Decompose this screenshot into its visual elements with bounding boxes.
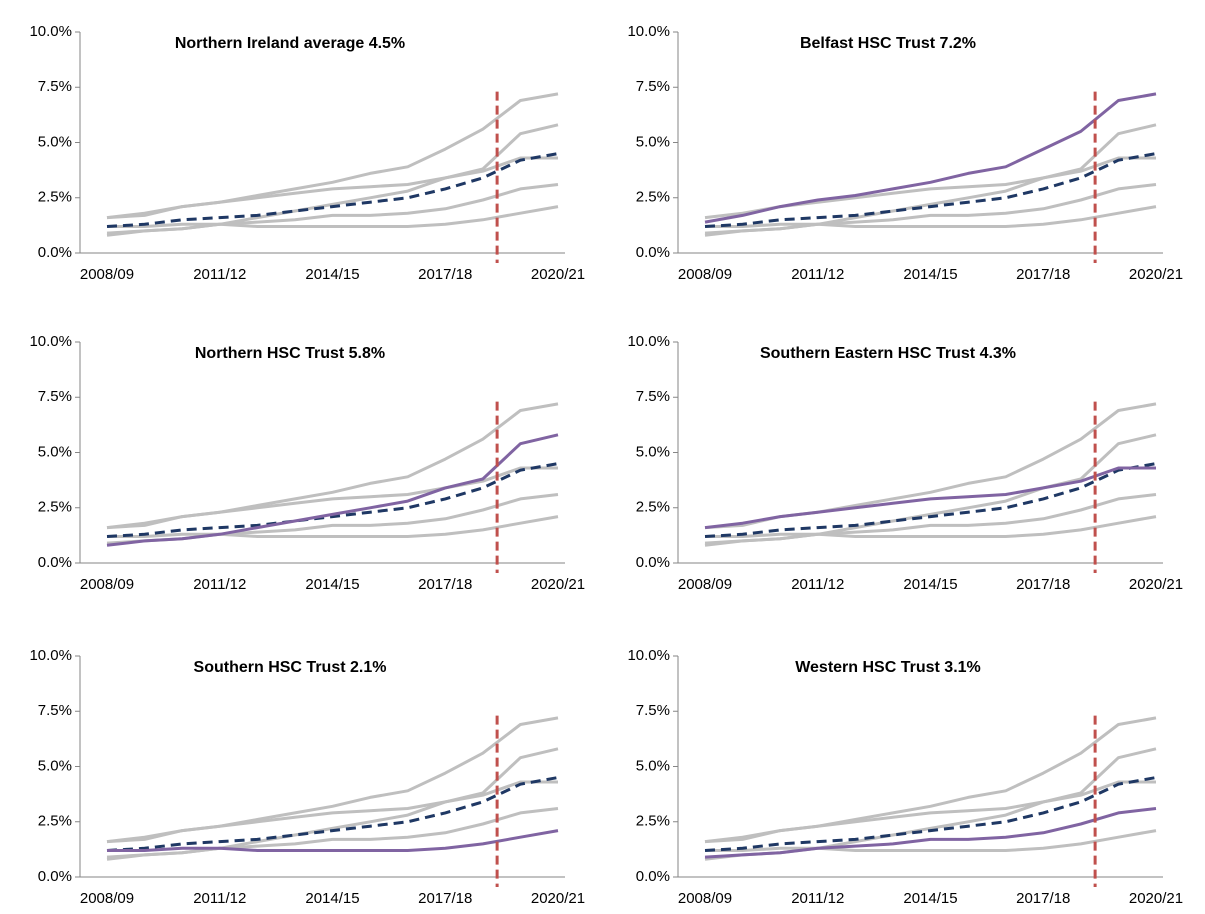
y-tick-label: 5.0% <box>636 757 670 774</box>
x-tick-label: 2011/12 <box>193 266 246 283</box>
y-tick-label: 7.5% <box>38 78 72 95</box>
y-tick-label: 0.0% <box>636 868 670 885</box>
x-tick-label: 2020/21 <box>531 266 585 283</box>
trust-line <box>106 156 558 220</box>
trust-line <box>704 807 1157 859</box>
y-tick-label: 2.5% <box>636 499 670 516</box>
chart-title: Northern Ireland average 4.5% <box>175 35 405 52</box>
y-tick-label: 0.0% <box>38 554 72 571</box>
y-tick-label: 10.0% <box>627 333 670 350</box>
y-tick-label: 2.5% <box>636 189 670 206</box>
trust-line <box>107 829 559 852</box>
chart-title: Western HSC Trust 3.1% <box>795 659 981 676</box>
trust-line <box>704 493 1157 545</box>
x-tick-label: 2014/15 <box>903 890 957 907</box>
y-tick-label: 0.0% <box>636 244 670 261</box>
trust-line <box>704 466 1156 530</box>
x-tick-label: 2008/09 <box>678 576 732 593</box>
x-tick-label: 2008/09 <box>80 266 134 283</box>
y-tick-label: 5.0% <box>38 443 72 460</box>
x-tick-label: 2017/18 <box>418 266 472 283</box>
trust-line <box>704 92 1157 224</box>
y-tick-label: 10.0% <box>627 647 670 664</box>
average-line <box>106 776 559 852</box>
trust-line <box>705 829 1157 852</box>
y-tick-label: 7.5% <box>38 702 72 719</box>
average-line <box>106 462 559 538</box>
trust-line <box>106 183 559 235</box>
y-tick-label: 2.5% <box>38 499 72 516</box>
x-tick-label: 2020/21 <box>1129 266 1183 283</box>
x-tick-label: 2017/18 <box>1016 576 1070 593</box>
trust-line <box>106 780 558 844</box>
chart-title: Belfast HSC Trust 7.2% <box>800 35 976 52</box>
x-tick-label: 2014/15 <box>305 266 359 283</box>
trust-line <box>106 466 558 530</box>
y-tick-label: 7.5% <box>636 388 670 405</box>
x-tick-label: 2008/09 <box>80 576 134 593</box>
y-tick-label: 0.0% <box>38 244 72 261</box>
x-tick-label: 2017/18 <box>418 576 472 593</box>
y-tick-label: 2.5% <box>636 813 670 830</box>
x-tick-label: 2008/09 <box>678 890 732 907</box>
x-tick-label: 2014/15 <box>903 576 957 593</box>
x-tick-label: 2020/21 <box>531 576 585 593</box>
x-tick-label: 2014/15 <box>903 266 957 283</box>
x-tick-label: 2008/09 <box>678 266 732 283</box>
trust-line <box>107 205 559 228</box>
x-tick-label: 2011/12 <box>791 266 844 283</box>
y-tick-label: 10.0% <box>627 23 670 40</box>
y-tick-label: 5.0% <box>636 443 670 460</box>
chart-title: Southern Eastern HSC Trust 4.3% <box>760 345 1016 362</box>
x-tick-label: 2014/15 <box>305 576 359 593</box>
x-tick-label: 2017/18 <box>1016 890 1070 907</box>
x-tick-label: 2011/12 <box>791 890 844 907</box>
y-tick-label: 10.0% <box>29 333 72 350</box>
y-tick-label: 5.0% <box>38 757 72 774</box>
average-line <box>704 152 1157 228</box>
x-tick-label: 2020/21 <box>1129 576 1183 593</box>
average-line <box>704 462 1157 538</box>
average-line <box>106 152 559 228</box>
y-tick-label: 5.0% <box>636 133 670 150</box>
x-tick-label: 2017/18 <box>418 890 472 907</box>
y-tick-label: 7.5% <box>636 78 670 95</box>
trust-line <box>705 205 1157 228</box>
trust-line <box>106 807 559 859</box>
trust-line <box>704 183 1157 235</box>
trust-line <box>106 433 559 547</box>
y-tick-label: 0.0% <box>38 868 72 885</box>
y-tick-label: 10.0% <box>29 23 72 40</box>
y-tick-label: 7.5% <box>38 388 72 405</box>
y-tick-label: 10.0% <box>29 647 72 664</box>
y-tick-label: 0.0% <box>636 554 670 571</box>
y-tick-label: 5.0% <box>38 133 72 150</box>
x-tick-label: 2011/12 <box>791 576 844 593</box>
x-tick-label: 2020/21 <box>1129 890 1183 907</box>
chart-title: Northern HSC Trust 5.8% <box>195 345 385 362</box>
trust-line <box>704 780 1156 844</box>
x-tick-label: 2008/09 <box>80 890 134 907</box>
chart-title: Southern HSC Trust 2.1% <box>194 659 387 676</box>
x-tick-label: 2011/12 <box>193 576 246 593</box>
x-tick-label: 2014/15 <box>305 890 359 907</box>
y-tick-label: 2.5% <box>38 813 72 830</box>
trust-line <box>705 515 1157 538</box>
x-tick-label: 2017/18 <box>1016 266 1070 283</box>
average-line <box>704 776 1157 852</box>
x-tick-label: 2020/21 <box>531 890 585 907</box>
y-tick-label: 7.5% <box>636 702 670 719</box>
y-tick-label: 2.5% <box>38 189 72 206</box>
x-tick-label: 2011/12 <box>193 890 246 907</box>
trust-line <box>107 515 559 538</box>
